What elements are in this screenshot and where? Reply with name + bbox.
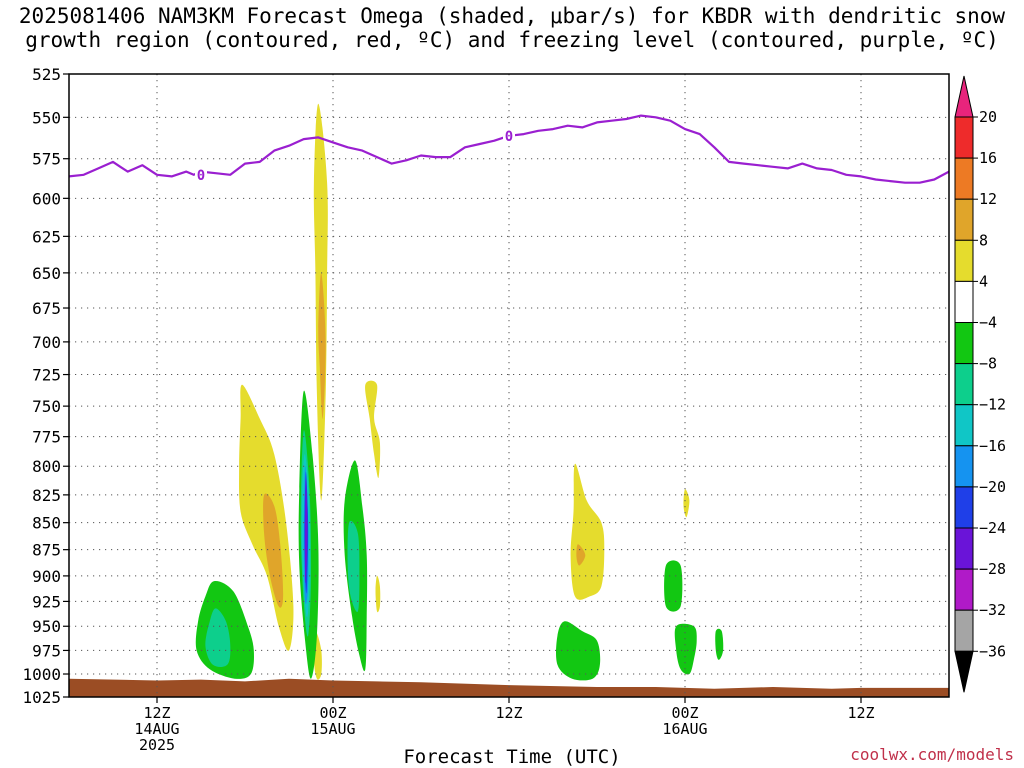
colorbar-label-3: 12 (979, 190, 997, 208)
y-tick-label-950: 950 (32, 617, 61, 636)
y-tick-label-600: 600 (32, 189, 61, 208)
x-tick-label-2-line-1: 00Z (319, 704, 346, 722)
terrain-fill (69, 678, 949, 697)
omega-region-4 (263, 493, 284, 608)
y-axis: 525 550 575 600 625 650 675 700 725 750 775 800 825 8… (22, 65, 69, 707)
y-tick-label-975: 975 (32, 641, 61, 660)
colorbar-bin-4 (954, 239, 974, 282)
omega-region-2 (318, 272, 326, 419)
colorbar-bin-8 (954, 404, 974, 447)
colorbar-label-13: −32 (979, 601, 1006, 619)
chart-title-line-2: growth region (contoured, red, ºC) and f… (25, 28, 999, 52)
y-tick-label-800: 800 (32, 457, 61, 476)
x-tick-label-2-line-2: 15AUG (310, 720, 355, 738)
colorbar-label-12: −28 (979, 560, 1006, 578)
x-axis-title: Forecast Time (UTC) (403, 746, 621, 768)
omega-region-24 (715, 628, 724, 660)
y-tick-label-625: 625 (32, 227, 61, 246)
y-tick-label-875: 875 (32, 541, 61, 560)
omega-shading (195, 103, 724, 681)
colorbar-bin-11 (954, 527, 974, 570)
y-tick-label-575: 575 (32, 150, 61, 169)
colorbar-label-11: −24 (979, 519, 1006, 537)
freezing-label-bg-1 (195, 166, 207, 183)
omega-region-22 (664, 560, 683, 612)
omega-region-20 (556, 621, 601, 681)
x-tick-label-1-line-3: 2025 (139, 736, 175, 754)
y-tick-label-700: 700 (32, 333, 61, 352)
y-tick-label-725: 725 (32, 366, 61, 385)
y-tick-label-925: 925 (32, 592, 61, 611)
omega-region-23 (674, 623, 697, 675)
x-tick-label-4-line-2: 16AUG (662, 720, 707, 738)
omega-region-19 (576, 544, 586, 566)
y-tick-label-650: 650 (32, 264, 61, 283)
colorbar-bin-9 (954, 445, 974, 488)
colorbar-bin-3 (954, 198, 974, 241)
chart-title: 2025081406 NAM3KM Forecast Omega (shaded… (0, 4, 1024, 52)
omega-region-17 (205, 608, 231, 667)
chart-title-line-1: 2025081406 NAM3KM Forecast Omega (shaded… (18, 4, 1006, 28)
colorbar-bin-6 (954, 322, 974, 365)
colorbar-label-6: −4 (979, 314, 997, 332)
colorbar-label-9: −16 (979, 437, 1006, 455)
y-tick-label-825: 825 (32, 486, 61, 505)
colorbar: 20 16 12 8 4 −4 −8 −12 −16 −20 −24 −28 −32 −36 (954, 75, 1006, 693)
colorbar-bin-7 (954, 363, 974, 406)
colorbar-bin-12 (954, 568, 974, 611)
x-tick-label-4-line-1: 00Z (671, 704, 698, 722)
colorbar-bottom-triangle (954, 650, 974, 693)
x-tick-label-3-line-1: 12Z (495, 704, 522, 722)
omega-region-21 (683, 489, 690, 518)
freezing-level-layer: 00 (69, 114, 949, 184)
omega-region-18 (570, 463, 605, 600)
colorbar-label-5: 4 (979, 272, 988, 290)
x-tick-label-5-line-1: 12Z (847, 704, 874, 722)
y-tick-label-1025: 1025 (22, 688, 61, 707)
colorbar-label-10: −20 (979, 478, 1006, 496)
colorbar-label-1: 20 (979, 108, 997, 126)
colorbar-bin-2 (954, 157, 974, 200)
y-tick-label-525: 525 (32, 65, 61, 84)
omega-region-7 (375, 575, 381, 613)
colorbar-bin-10 (954, 486, 974, 529)
y-tick-label-750: 750 (32, 397, 61, 416)
omega-region-13 (304, 477, 308, 584)
colorbar-label-8: −12 (979, 396, 1006, 414)
y-tick-label-900: 900 (32, 567, 61, 586)
colorbar-label-2: 16 (979, 149, 997, 167)
omega-region-6 (365, 380, 381, 478)
terrain-shading (69, 678, 949, 697)
colorbar-top-triangle (954, 75, 974, 118)
freezing-level-label-2: 0 (505, 129, 513, 145)
y-tick-label-850: 850 (32, 514, 61, 533)
colorbar-bin-1 (954, 116, 974, 159)
colorbar-label-14: −36 (979, 642, 1006, 660)
colorbar-bin-13 (954, 609, 974, 652)
freezing-level-label-1: 0 (197, 168, 205, 184)
omega-region-15 (347, 520, 360, 613)
colorbar-label-7: −8 (979, 355, 997, 373)
colorbar-label-4: 8 (979, 231, 988, 249)
y-tick-label-550: 550 (32, 108, 61, 127)
colorbar-bin-5 (954, 280, 974, 323)
source-watermark: coolwx.com/models (850, 745, 1014, 764)
y-tick-label-775: 775 (32, 428, 61, 447)
y-tick-label-675: 675 (32, 299, 61, 318)
x-tick-label-1-line-1: 12Z (143, 704, 170, 722)
freezing-label-bg-2 (503, 127, 515, 144)
y-tick-label-1000: 1000 (22, 665, 61, 684)
x-tick-label-1-line-2: 14AUG (134, 720, 179, 738)
